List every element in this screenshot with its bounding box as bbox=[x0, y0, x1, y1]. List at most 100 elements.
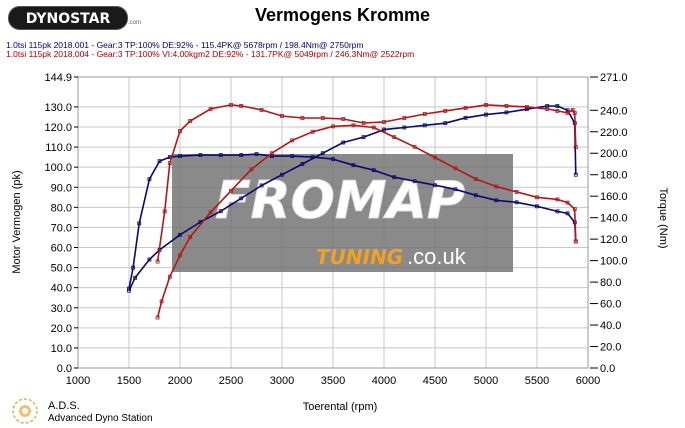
data-point bbox=[208, 210, 213, 215]
data-point bbox=[573, 239, 578, 244]
data-point bbox=[382, 127, 386, 132]
data-point bbox=[259, 183, 264, 188]
y-left-tick-label: 0.0 bbox=[57, 363, 72, 375]
data-point bbox=[198, 153, 203, 158]
y-left-tick-label: 100.0 bbox=[44, 162, 72, 174]
data-point bbox=[473, 193, 478, 198]
y-right-axis-label: Torque (Nm) bbox=[657, 187, 669, 248]
y-right-tick-label: 200.0 bbox=[600, 148, 628, 160]
data-point bbox=[351, 163, 356, 168]
data-point bbox=[463, 106, 468, 110]
data-point bbox=[178, 253, 182, 258]
data-point bbox=[422, 123, 427, 128]
y-left-tick-label: 110.0 bbox=[45, 142, 72, 154]
data-point bbox=[572, 207, 577, 211]
data-point bbox=[514, 200, 519, 205]
y-right-tick-label: 60.0 bbox=[600, 299, 621, 311]
data-point bbox=[162, 209, 167, 214]
y-right-tick-label: 271.0 bbox=[600, 72, 628, 84]
y-right-axis-ticks: 0.0 20.0 40.0 60.0 80.0 100.0 120.0 140.0 160.0 1… bbox=[590, 72, 628, 375]
data-point bbox=[157, 159, 162, 164]
data-point bbox=[371, 168, 376, 173]
data-point bbox=[147, 257, 152, 262]
data-point bbox=[453, 166, 458, 171]
data-point bbox=[331, 124, 335, 129]
y-left-axis-label: Motor Vermogen (pk) bbox=[11, 170, 23, 273]
y-left-tick-label: 40.0 bbox=[51, 283, 72, 295]
x-tick-label: 1500 bbox=[117, 375, 141, 387]
y-right-tick-label: 220.0 bbox=[600, 127, 628, 139]
x-tick-label: 2000 bbox=[168, 375, 192, 387]
data-point bbox=[504, 104, 509, 108]
data-point bbox=[155, 259, 160, 264]
y-right-tick-label: 20.0 bbox=[600, 342, 621, 354]
y-left-tick-label: 70.0 bbox=[51, 222, 72, 234]
data-point bbox=[147, 177, 152, 182]
x-tick-label: 4000 bbox=[372, 375, 396, 387]
y-right-tick-label: 40.0 bbox=[600, 320, 621, 332]
data-point bbox=[361, 121, 366, 125]
data-point bbox=[341, 140, 346, 145]
x-axis-label: Toerental (rpm) bbox=[303, 401, 378, 413]
dynostar-logo: DYNOSTAR bbox=[8, 6, 128, 30]
data-point bbox=[402, 125, 407, 130]
data-point bbox=[573, 172, 578, 177]
data-point bbox=[382, 120, 386, 124]
data-point bbox=[188, 235, 193, 239]
data-point bbox=[280, 172, 284, 177]
series-line-torque-run2 bbox=[156, 124, 577, 318]
data-point bbox=[514, 189, 519, 194]
data-point bbox=[127, 288, 131, 293]
data-point bbox=[555, 104, 560, 108]
logo-subtext: .com bbox=[128, 20, 142, 26]
x-tick-label: 3000 bbox=[270, 375, 294, 387]
run-legend-1: 1.0tsi 115pk 2018.001 - Gear:3 TP:100% D… bbox=[6, 40, 364, 50]
data-point bbox=[259, 108, 264, 112]
y-left-tick-label: 20.0 bbox=[51, 323, 72, 335]
data-point bbox=[484, 112, 488, 117]
data-point bbox=[155, 315, 160, 320]
footer: A.D.S. Advanced Dyno Station bbox=[8, 396, 178, 426]
data-point bbox=[565, 200, 570, 205]
data-point bbox=[565, 211, 570, 216]
watermark-brand: FROMAP bbox=[215, 171, 465, 231]
data-point bbox=[504, 110, 509, 115]
watermark: FROMAP TUNING .co.uk bbox=[172, 154, 513, 272]
data-point bbox=[371, 125, 376, 130]
data-point bbox=[331, 157, 335, 162]
series-line-power-run1 bbox=[128, 153, 577, 289]
data-point bbox=[524, 107, 529, 112]
series-line-torque-run1 bbox=[128, 105, 577, 292]
data-point bbox=[290, 138, 295, 143]
data-point bbox=[463, 115, 468, 120]
y-left-tick-label: 10.0 bbox=[51, 343, 72, 355]
y-right-tick-label: 140.0 bbox=[600, 213, 628, 225]
data-point bbox=[254, 152, 259, 157]
data-point bbox=[361, 135, 366, 140]
x-tick-label: 5500 bbox=[525, 375, 549, 387]
x-tick-label: 4500 bbox=[423, 375, 447, 387]
data-point bbox=[412, 144, 417, 149]
plot-frame bbox=[77, 76, 589, 369]
data-point bbox=[188, 119, 193, 123]
data-point bbox=[555, 209, 560, 214]
data-point bbox=[572, 111, 577, 115]
data-point bbox=[269, 151, 274, 156]
data-point bbox=[473, 177, 478, 181]
data-point bbox=[239, 104, 244, 108]
x-axis-ticks: 1000 1500 2000 2500 3000 3500 4000 4500 5000 5500… bbox=[66, 375, 600, 387]
y-right-tick-label: 180.0 bbox=[600, 170, 628, 182]
y-left-tick-label: 30.0 bbox=[51, 303, 72, 315]
data-point bbox=[555, 109, 560, 113]
data-point bbox=[229, 103, 233, 107]
y-right-tick-label: 80.0 bbox=[600, 277, 621, 289]
data-point bbox=[453, 187, 458, 192]
data-point bbox=[300, 162, 305, 166]
data-point bbox=[310, 155, 315, 160]
footer-subtitle: Advanced Dyno Station bbox=[48, 413, 153, 424]
data-point bbox=[208, 107, 213, 111]
data-point bbox=[167, 161, 172, 166]
footer-name: A.D.S. bbox=[48, 400, 80, 412]
data-point bbox=[290, 154, 295, 159]
y-left-tick-label: 50.0 bbox=[51, 263, 72, 275]
